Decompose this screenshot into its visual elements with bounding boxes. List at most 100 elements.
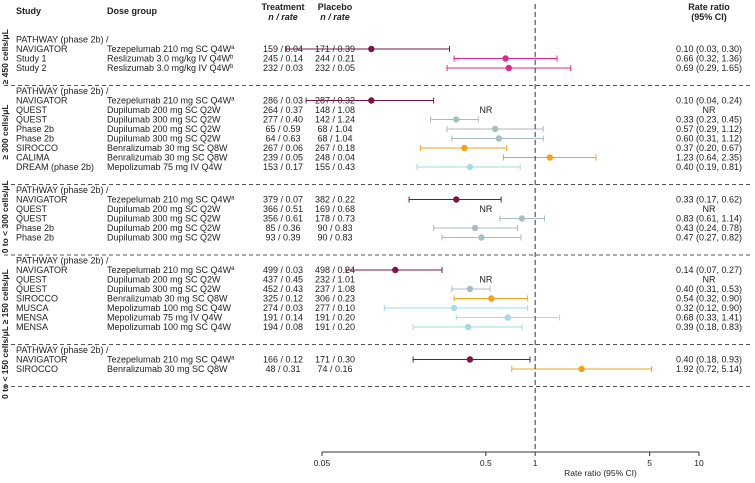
point-estimate bbox=[368, 97, 375, 104]
x-tick-label: 5 bbox=[647, 458, 652, 468]
dose-group: Dupilumab 300 mg SC Q2W bbox=[107, 115, 221, 125]
placebo-n-rate: 74 / 0.16 bbox=[317, 364, 352, 374]
point-estimate bbox=[453, 196, 460, 203]
rate-ratio-ci: 1.23 (0.64, 2.35) bbox=[676, 153, 742, 163]
header-treatment-sub: n / rate bbox=[268, 12, 298, 22]
group-2: PATHWAY (phase 2b) /NAVIGATOR Tezepelumab… bbox=[16, 185, 742, 243]
placebo-n-rate: 191 / 0.20 bbox=[315, 322, 355, 332]
treatment-n-rate: 379 / 0.07 bbox=[263, 195, 303, 205]
treatment-n-rate: 277 / 0.40 bbox=[263, 115, 303, 125]
dose-group: Mepolizumab 100 mg SC Q4W bbox=[107, 303, 232, 313]
rate-ratio-ci: NR bbox=[703, 275, 716, 285]
dose-group: Dupilumab 300 mg SC Q2W bbox=[107, 284, 221, 294]
rate-ratio-ci: NR bbox=[703, 105, 716, 115]
table-row: MENSA Mepolizumab 75 mg IV Q4W 191 / 0.14 1… bbox=[16, 313, 742, 323]
point-estimate bbox=[461, 144, 468, 152]
dose-group: Tezepelumab 210 mg SC Q4Wa bbox=[107, 265, 235, 275]
rate-ratio-ci: 0.40 (0.18, 0.93) bbox=[676, 355, 742, 365]
table-row: Study 2 Reslizumab 3.0 mg/kg IV Q4Wb 232 /… bbox=[16, 63, 742, 73]
footnote-marker: b bbox=[230, 55, 234, 61]
point-estimate bbox=[502, 55, 509, 62]
study-name: QUEST bbox=[16, 284, 48, 294]
study-name: MENSA bbox=[16, 322, 48, 332]
study-name: DREAM (phase 2b) bbox=[16, 162, 94, 172]
placebo-n-rate: 267 / 0.18 bbox=[315, 143, 355, 153]
treatment-n-rate: 274 / 0.03 bbox=[263, 303, 303, 313]
group-1: PATHWAY (phase 2b) /NAVIGATOR Tezepelumab… bbox=[16, 86, 742, 172]
placebo-n-rate: 237 / 1.08 bbox=[315, 284, 355, 294]
dose-group: Mepolizumab 75 mg IV Q4W bbox=[107, 162, 223, 172]
study-name: PATHWAY (phase 2b) / bbox=[16, 185, 109, 195]
header-rate-ratio: Rate ratio bbox=[688, 2, 730, 12]
dose-group: Dupilumab 300 mg SC Q2W bbox=[107, 233, 221, 243]
treatment-n-rate: 85 / 0.36 bbox=[265, 223, 300, 233]
point-estimate bbox=[453, 116, 460, 123]
treatment-n-rate: 325 / 0.12 bbox=[263, 294, 303, 304]
placebo-n-rate: 169 / 0.68 bbox=[315, 204, 355, 214]
study-name-line2: NAVIGATOR bbox=[16, 265, 68, 275]
point-estimate bbox=[495, 135, 503, 142]
placebo-n-rate: 244 / 0.21 bbox=[315, 54, 355, 64]
rate-ratio-ci: 0.47 (0.27, 0.82) bbox=[676, 233, 742, 243]
x-tick-label: 1 bbox=[533, 458, 538, 468]
dose-group: Benralizumab 30 mg SC Q8W bbox=[107, 294, 228, 304]
placebo-n-rate: 90 / 0.83 bbox=[317, 223, 352, 233]
table-row: SIROCCO Benralizumab 30 mg SC Q8W 325 / 0.… bbox=[16, 294, 742, 304]
table-row: QUEST Dupilumab 300 mg SC Q2W 277 / 0.40 14… bbox=[16, 115, 742, 125]
rate-ratio-ci: 0.66 (0.32, 1.36) bbox=[676, 54, 742, 64]
table-row: CALIMA Benralizumab 30 mg SC Q8W 239 / 0.0… bbox=[16, 153, 742, 163]
study-name: SIROCCO bbox=[16, 294, 58, 304]
study-name: PATHWAY (phase 2b) / bbox=[16, 256, 109, 266]
header-study: Study bbox=[16, 6, 41, 16]
not-reported-label: NR bbox=[479, 105, 492, 115]
study-name: QUEST bbox=[16, 105, 48, 115]
group-3: PATHWAY (phase 2b) /NAVIGATOR Tezepelumab… bbox=[16, 256, 742, 333]
dose-group: Tezepelumab 210 mg SC Q4Wa bbox=[107, 96, 235, 106]
rate-ratio-ci: 0.57 (0.29, 1.12) bbox=[676, 124, 742, 134]
study-name: SIROCCO bbox=[16, 364, 58, 374]
point-estimate bbox=[491, 125, 499, 133]
study-name: Phase 2b bbox=[16, 134, 54, 144]
placebo-n-rate: 155 / 0.43 bbox=[315, 162, 355, 172]
table-row: QUEST Dupilumab 200 mg SC Q2W 366 / 0.51 16… bbox=[16, 204, 716, 214]
rate-ratio-ci: 1.92 (0.72, 5.14) bbox=[676, 364, 742, 374]
placebo-n-rate: 498 / 0.24 bbox=[315, 265, 355, 275]
treatment-n-rate: 239 / 0.05 bbox=[263, 153, 303, 163]
placebo-n-rate: 68 / 1.04 bbox=[317, 124, 352, 134]
treatment-n-rate: 159 / 0.04 bbox=[263, 44, 303, 54]
study-name: CALIMA bbox=[16, 153, 50, 163]
point-estimate bbox=[505, 64, 512, 72]
point-estimate bbox=[546, 154, 554, 161]
table-row: Phase 2b Dupilumab 300 mg SC Q2W 64 / 0.63… bbox=[16, 134, 742, 144]
table-row: SIROCCO Benralizumab 30 mg SC Q8W 267 / 0.… bbox=[16, 143, 742, 153]
table-row: PATHWAY (phase 2b) /NAVIGATOR Tezepelumab… bbox=[16, 256, 742, 276]
treatment-n-rate: 499 / 0.03 bbox=[263, 265, 303, 275]
study-name: PATHWAY (phase 2b) / bbox=[16, 86, 109, 96]
point-estimate bbox=[466, 356, 474, 363]
table-row: MENSA Mepolizumab 100 mg SC Q4W 194 / 0.08… bbox=[16, 322, 742, 332]
rate-ratio-ci: 0.10 (0.04, 0.24) bbox=[676, 96, 742, 106]
point-estimate bbox=[466, 285, 474, 293]
table-row: DREAM (phase 2b) Mepolizumab 75 mg IV Q4W… bbox=[16, 162, 742, 172]
study-name: Study 1 bbox=[16, 54, 47, 64]
placebo-n-rate: 277 / 0.10 bbox=[315, 303, 355, 313]
study-name: MENSA bbox=[16, 313, 48, 323]
dose-group: Dupilumab 300 mg SC Q2W bbox=[107, 134, 221, 144]
treatment-n-rate: 232 / 0.03 bbox=[263, 63, 303, 73]
point-estimate bbox=[471, 224, 479, 232]
treatment-n-rate: 93 / 0.39 bbox=[265, 233, 300, 243]
study-name: QUEST bbox=[16, 214, 48, 224]
rate-ratio-ci: 0.43 (0.24, 0.78) bbox=[676, 223, 742, 233]
study-name-line2: NAVIGATOR bbox=[16, 44, 68, 54]
point-estimate bbox=[518, 215, 526, 222]
treatment-n-rate: 48 / 0.31 bbox=[265, 364, 300, 374]
rate-ratio-ci: 0.33 (0.17, 0.62) bbox=[676, 195, 742, 205]
rate-ratio-ci: 0.39 (0.18, 0.83) bbox=[676, 322, 742, 332]
study-name-line2: NAVIGATOR bbox=[16, 355, 68, 365]
dose-group: Dupilumab 200 mg SC Q2W bbox=[107, 105, 221, 115]
header-placebo-sub: n / rate bbox=[320, 12, 350, 22]
dose-group: Tezepelumab 210 mg SC Q4Wa bbox=[107, 44, 235, 54]
point-estimate bbox=[466, 163, 474, 171]
